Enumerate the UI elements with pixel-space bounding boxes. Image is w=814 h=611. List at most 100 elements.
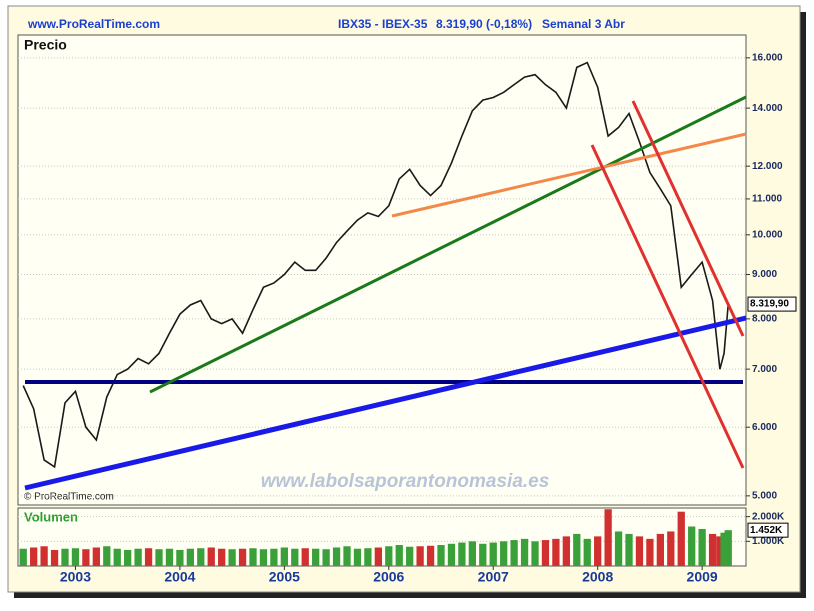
period: Semanal 3 Abr — [542, 17, 625, 31]
volume-bar — [218, 548, 226, 566]
y-tick-label: 8.000 — [752, 313, 777, 324]
x-tick-label: 2003 — [60, 569, 91, 585]
volume-bar — [677, 511, 685, 566]
volume-bar — [646, 538, 654, 566]
volume-bar — [583, 538, 591, 566]
volume-bar — [270, 548, 278, 566]
trend-lines — [24, 95, 747, 491]
volume-bar — [708, 533, 717, 566]
volume-bar — [416, 546, 424, 566]
volume-bar — [625, 533, 633, 566]
volume-bar — [19, 548, 27, 566]
x-tick-label: 2006 — [373, 569, 404, 585]
value-badge — [747, 296, 797, 312]
y-tick-label: 9.000 — [752, 269, 777, 280]
y-tick-label: 12.000 — [752, 161, 783, 172]
x-tick-label: 2008 — [582, 569, 613, 585]
volume-bar — [176, 549, 184, 566]
volume-bar — [144, 548, 153, 566]
y-tick-label: 1.000K — [752, 536, 785, 547]
volume-bar — [322, 549, 330, 566]
trend-line — [149, 95, 747, 394]
volume-bar — [82, 549, 90, 566]
volume-bar — [50, 549, 59, 566]
volume-bar — [716, 536, 724, 566]
volume-bar — [291, 548, 299, 566]
volume-bar — [259, 549, 268, 566]
x-tick-label: 2005 — [269, 569, 300, 585]
volume-bar — [562, 536, 570, 566]
x-tick-label: 2009 — [687, 569, 718, 585]
volume-bar — [343, 546, 351, 566]
volume-bar — [238, 548, 247, 566]
y-tick-label: 6.000 — [752, 422, 777, 433]
volume-bar — [113, 548, 121, 566]
volume-bar — [479, 543, 487, 566]
volume-bar — [395, 545, 403, 566]
volume-bar — [500, 541, 508, 566]
volume-bar — [724, 530, 732, 566]
value-badge — [747, 522, 789, 538]
channel-line — [631, 100, 745, 337]
volume-bar — [614, 531, 623, 566]
volume-bar — [468, 541, 476, 566]
y-tick-label: 14.000 — [752, 103, 783, 114]
x-tick-label: 2004 — [164, 569, 195, 585]
y-tick-label: 5.000 — [752, 490, 777, 501]
volume-bar — [688, 526, 696, 566]
volume-bar — [374, 547, 382, 566]
volume-bar — [635, 536, 644, 566]
volume-bar — [197, 548, 205, 566]
volume-bar — [520, 538, 529, 566]
volume-bar — [437, 545, 445, 566]
symbol: IBX35 - IBEX-35 — [338, 17, 428, 31]
volume-bar — [510, 540, 518, 566]
value-badge-label: 1.452K — [750, 525, 783, 536]
site: www.ProRealTime.com — [27, 17, 160, 31]
volume-bar — [249, 548, 257, 566]
volume-bar — [124, 549, 132, 566]
volume-bar — [165, 548, 174, 566]
price-plot — [17, 34, 747, 506]
value-badge-label: 8.319,90 — [750, 299, 789, 310]
volume-bar — [280, 547, 288, 566]
y-tick-label: 11.000 — [752, 194, 782, 205]
volume-bar — [667, 531, 675, 566]
volume-bar — [134, 548, 142, 566]
volume-bar — [228, 549, 236, 566]
trend-line — [24, 315, 747, 491]
y-tick-label: 7.000 — [752, 364, 777, 375]
volume-bar — [594, 536, 602, 566]
volume-bar — [71, 548, 80, 566]
volume-bar — [332, 547, 341, 566]
volume-bar — [656, 533, 664, 566]
price-line — [22, 61, 730, 469]
volume-bar — [458, 542, 466, 566]
watermark: www.labolsaporantonomasia.es — [261, 471, 550, 492]
volume-bar — [186, 548, 194, 566]
volume-bar — [604, 509, 612, 566]
volume-bar — [447, 543, 456, 566]
volume-bar — [312, 548, 320, 566]
y-tick-label: 10.000 — [752, 229, 783, 240]
volume-bar — [531, 541, 539, 566]
volume-bar — [541, 540, 550, 566]
volume-bar — [301, 548, 309, 566]
volume-bar — [364, 548, 372, 566]
volume-bar — [489, 542, 497, 566]
volume-bar — [353, 548, 362, 566]
volume-bar — [720, 532, 728, 566]
y-tick-label: 2.000K — [752, 511, 785, 522]
volume-bar — [103, 546, 111, 566]
volume-bar — [426, 545, 435, 566]
volume-title: Volumen — [24, 509, 78, 524]
volume-bar — [698, 528, 706, 566]
volume-bar — [30, 547, 38, 566]
volume-bar — [573, 533, 581, 566]
volume-bar — [61, 548, 69, 566]
volume-bar — [92, 547, 100, 566]
y-tick-label: 16.000 — [752, 52, 783, 63]
volume-bar — [207, 547, 215, 566]
price: 8.319,90 (-0,18%) — [436, 17, 532, 31]
